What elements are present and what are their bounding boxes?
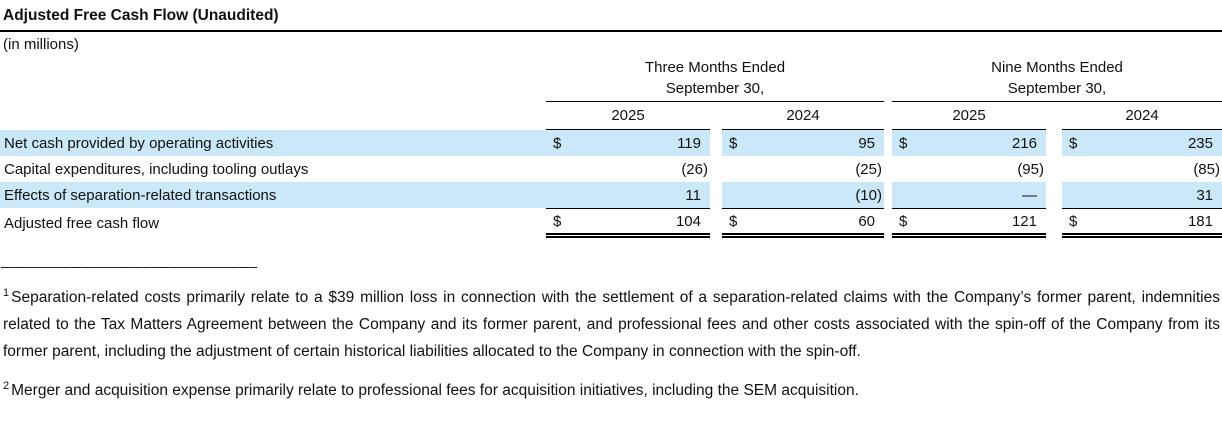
table-row: Net cash provided by operating activitie…: [0, 130, 1222, 156]
table-row: Capital expenditures, including tooling …: [0, 156, 1222, 182]
footnote-text: Merger and acquisition expense primarily…: [11, 382, 859, 399]
cell-value: (85): [1193, 160, 1220, 178]
col-group-nine-months: Nine Months Ended September 30,: [892, 55, 1222, 102]
dollar-sign: $: [1069, 212, 1078, 230]
cell-value: 119: [677, 134, 701, 152]
year-header: 2024: [1062, 102, 1222, 130]
cell-value: 181: [1187, 212, 1213, 230]
footnote: 2 Merger and acquisition expense primaril…: [0, 377, 1222, 404]
table-header-years: 2025 2024 2025 2024: [0, 102, 1222, 130]
cell-value: (95): [1017, 160, 1044, 178]
cell-value: 235: [1187, 134, 1213, 152]
table-row-total: Adjusted free cash flow $104 $60 $121 $1…: [0, 208, 1222, 238]
header-spacer: [0, 55, 546, 102]
group-label-line2: September 30,: [665, 80, 765, 97]
row-label: Effects of separation-related transactio…: [0, 182, 546, 208]
footnote-marker: 1: [3, 286, 10, 299]
group-label-line2: September 30,: [1007, 80, 1107, 97]
dollar-sign: $: [1069, 134, 1078, 152]
cell-value: (10): [855, 186, 882, 204]
cell-value: 216: [1011, 134, 1037, 152]
cell-value: —: [1022, 186, 1037, 204]
cell-value: (26): [681, 160, 708, 178]
cell-value: 104: [675, 212, 701, 230]
dollar-sign: $: [899, 212, 908, 230]
group-label-line1: Nine Months Ended: [991, 59, 1123, 76]
year-header: 2024: [722, 102, 884, 130]
cell-value: 60: [858, 212, 875, 230]
col-group-three-months: Three Months Ended September 30,: [546, 55, 884, 102]
cell-value: 121: [1011, 212, 1037, 230]
year-header: 2025: [546, 102, 710, 130]
footnote-marker: 2: [3, 379, 10, 392]
table-row: Effects of separation-related transactio…: [0, 182, 1222, 208]
dollar-sign: $: [899, 134, 908, 152]
units-note: (in millions): [3, 36, 79, 53]
cell-value: 11: [685, 186, 701, 204]
row-label: Net cash provided by operating activitie…: [0, 130, 546, 156]
cell-value: (25): [855, 160, 882, 178]
footnote: 1 Separation-related costs primarily rela…: [0, 284, 1222, 365]
year-header: 2025: [892, 102, 1046, 130]
dollar-sign: $: [553, 134, 562, 152]
table-header-groups: Three Months Ended September 30, Nine Mo…: [0, 55, 1222, 102]
cell-value: 95: [858, 134, 875, 152]
row-label: Capital expenditures, including tooling …: [4, 160, 309, 178]
cell-value: 31: [1196, 186, 1213, 204]
dollar-sign: $: [729, 134, 738, 152]
financial-table: Three Months Ended September 30, Nine Mo…: [0, 55, 1222, 238]
footnote-separator: _____________________________: [1, 252, 258, 269]
group-label-line1: Three Months Ended: [644, 59, 786, 76]
page-title: Adjusted Free Cash Flow (Unaudited): [0, 0, 1222, 32]
footnote-text: Separation-related costs primarily relat…: [3, 289, 1220, 360]
dollar-sign: $: [553, 212, 562, 230]
row-label: Adjusted free cash flow: [4, 214, 160, 232]
dollar-sign: $: [729, 212, 738, 230]
